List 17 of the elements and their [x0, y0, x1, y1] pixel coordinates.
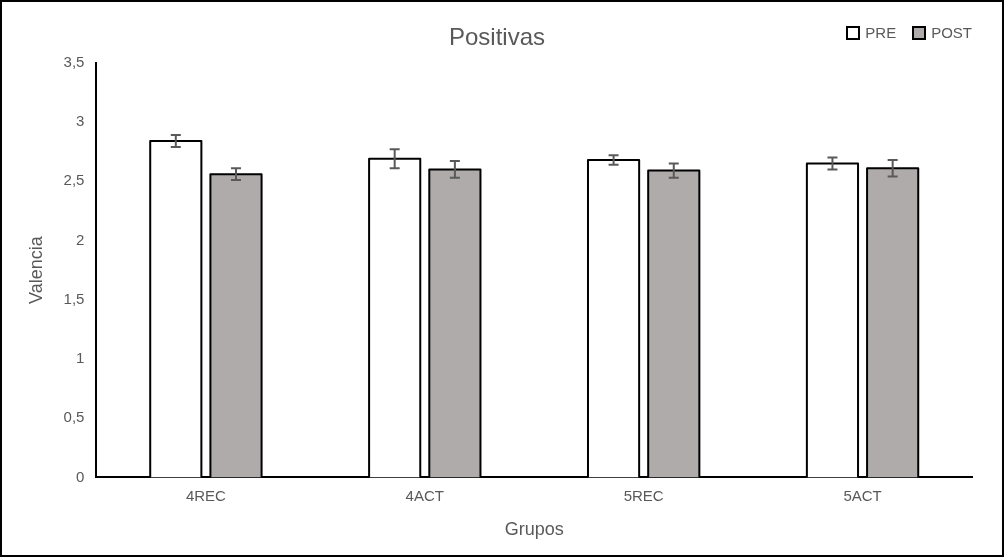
y-tick-label: 1 — [76, 349, 85, 367]
y-tick-label: 3,5 — [63, 52, 85, 70]
y-tick-label: 1,5 — [63, 289, 85, 307]
x-tick-label: 4ACT — [405, 486, 444, 504]
y-tick-label: 3 — [76, 112, 85, 130]
x-tick-label: 5REC — [623, 486, 664, 504]
legend-label: POST — [931, 24, 972, 41]
x-axis-title: Grupos — [504, 519, 564, 540]
y-tick-label: 0,5 — [63, 408, 85, 426]
chart-title: Positivas — [448, 23, 546, 51]
y-tick-label: 2,5 — [63, 171, 85, 189]
y-axis-title: Valencia — [25, 235, 46, 304]
y-tick-label: 2 — [76, 230, 85, 248]
x-tick-label: 4REC — [185, 486, 227, 504]
text: PRE — [865, 24, 897, 41]
y-tick-label: 0 — [76, 467, 85, 485]
x-tick-label: 5ACT — [843, 486, 882, 504]
